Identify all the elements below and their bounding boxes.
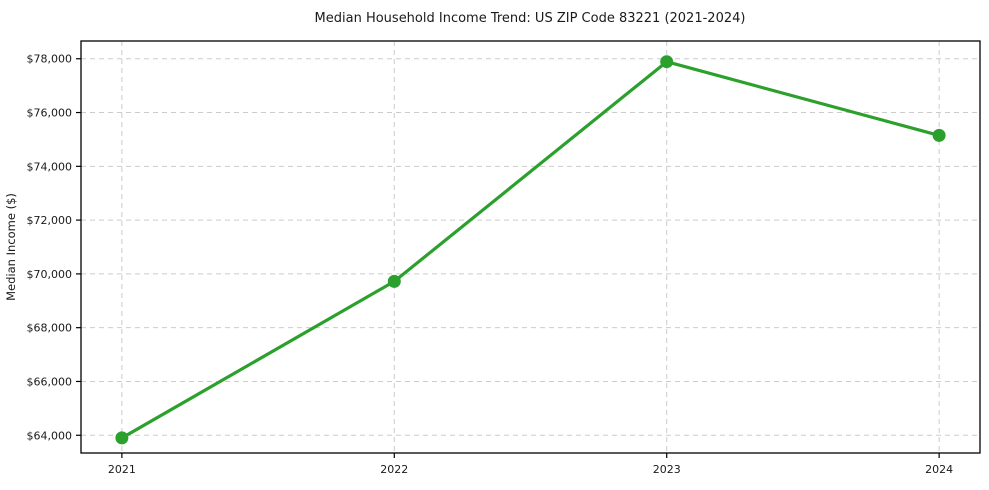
y-tick-label: $78,000 [27,53,73,66]
data-point [115,431,129,445]
gridlines [81,41,980,453]
y-tick-label: $68,000 [27,322,73,335]
x-tick-label: 2024 [925,463,953,476]
chart-title: Median Household Income Trend: US ZIP Co… [315,11,746,26]
y-tick-label: $70,000 [27,268,73,281]
axis-tick-marks [76,58,940,458]
data-point [660,55,674,69]
x-tick-labels: 2021 2022 2023 2024 [108,463,953,476]
y-tick-label: $74,000 [27,160,73,173]
x-tick-label: 2021 [108,463,136,476]
y-tick-label: $72,000 [27,214,73,227]
data-point [932,128,946,142]
y-tick-labels: $64,000 $66,000 $68,000 $70,000 $72,000 $74,0… [27,53,73,443]
data-point [387,274,401,288]
y-tick-label: $76,000 [27,107,73,120]
y-tick-label: $64,000 [27,429,73,442]
x-tick-label: 2022 [380,463,408,476]
data-point-markers [115,55,946,445]
plot-area-border [80,40,981,454]
y-axis-label: Median Income ($) [4,193,18,301]
income-trend-line [120,60,941,440]
x-tick-label: 2023 [653,463,681,476]
y-tick-label: $66,000 [27,375,73,388]
